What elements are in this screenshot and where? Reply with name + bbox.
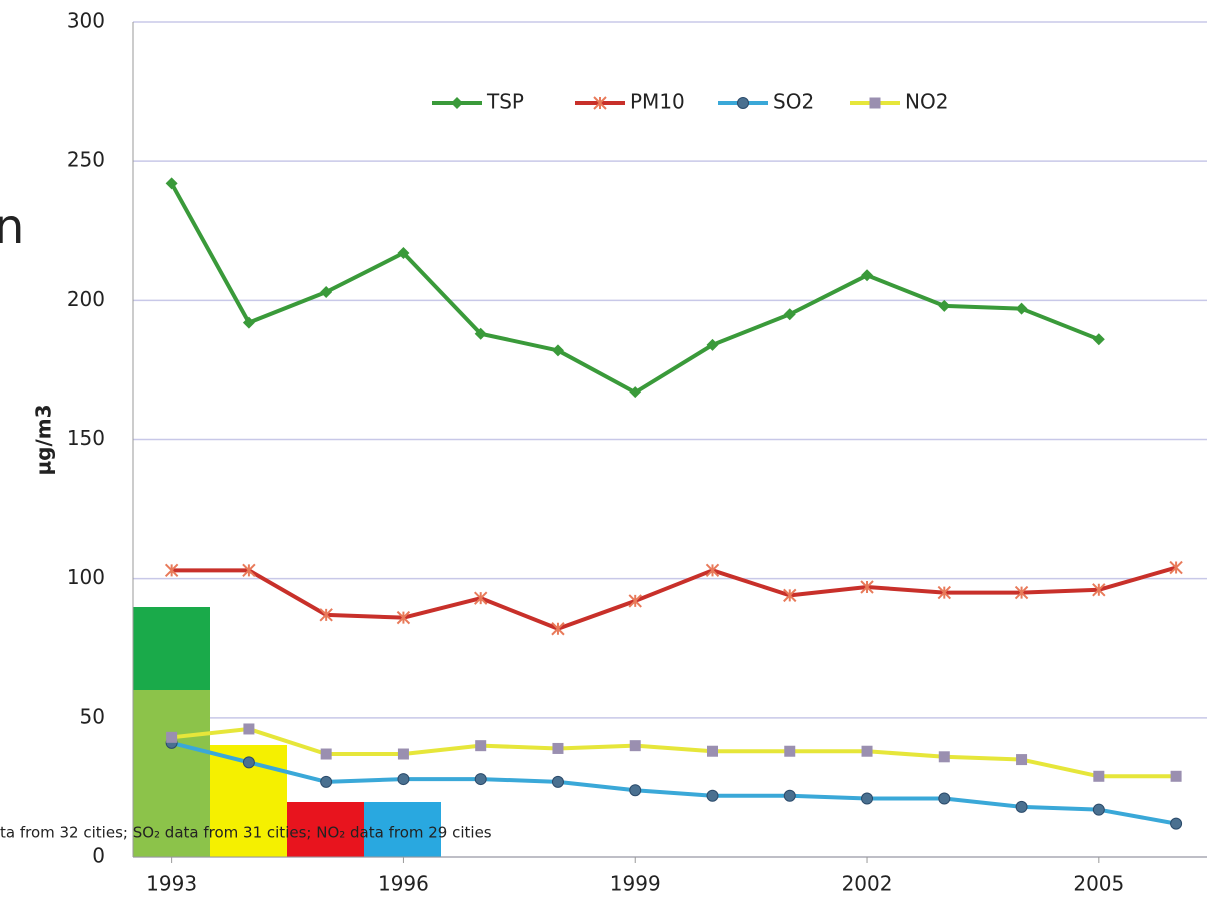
marker <box>473 591 488 605</box>
marker <box>629 740 641 752</box>
marker <box>783 588 797 603</box>
y-tick-label: 250 <box>67 148 105 172</box>
marker <box>474 327 487 340</box>
marker <box>551 344 564 357</box>
y-tick-label: 0 <box>92 844 105 868</box>
marker <box>861 745 873 757</box>
marker <box>593 96 607 110</box>
marker <box>320 285 333 298</box>
marker <box>243 723 255 735</box>
overlay-blocks <box>133 607 441 857</box>
marker <box>164 563 179 578</box>
marker <box>938 299 951 312</box>
marker <box>1014 585 1029 600</box>
series-line <box>169 182 1100 395</box>
marker <box>320 748 332 760</box>
marker <box>1169 560 1183 575</box>
marker <box>320 775 333 788</box>
y-tick-label: 150 <box>67 426 105 450</box>
marker <box>938 751 950 763</box>
marker <box>475 740 487 752</box>
y-tick-label: 100 <box>67 565 105 589</box>
marker <box>628 594 642 608</box>
series-line <box>171 726 1177 779</box>
marker <box>242 756 255 769</box>
x-tick-label: 1993 <box>146 872 197 896</box>
marker <box>705 563 720 578</box>
legend-label: TSP <box>486 90 524 114</box>
marker <box>1092 333 1105 346</box>
marker <box>242 316 255 329</box>
marker <box>397 247 410 260</box>
marker <box>451 97 463 109</box>
marker <box>869 97 881 109</box>
marker <box>166 731 178 743</box>
marker <box>737 97 749 109</box>
marker <box>860 580 874 594</box>
marker <box>552 742 564 754</box>
marker <box>551 622 565 636</box>
marker <box>706 338 719 351</box>
marker <box>783 308 796 321</box>
marker <box>861 269 874 282</box>
marker <box>861 792 874 805</box>
y-tick-label: 50 <box>80 704 105 728</box>
marker <box>1092 583 1106 597</box>
y-axis-label: µg/m3 <box>32 404 56 475</box>
block <box>133 607 210 690</box>
y-tick-label: 300 <box>67 9 105 33</box>
marker <box>397 748 409 760</box>
marker <box>1016 754 1028 766</box>
marker <box>165 177 178 190</box>
marker <box>629 386 642 399</box>
marker <box>1015 800 1028 813</box>
marker <box>1093 770 1105 782</box>
block <box>287 802 364 857</box>
x-tick-label: 2002 <box>842 872 893 896</box>
marker <box>1170 770 1182 782</box>
marker <box>1170 817 1183 830</box>
marker <box>1092 803 1105 816</box>
marker <box>938 792 951 805</box>
marker <box>706 789 719 802</box>
legend-label: SO2 <box>773 90 814 114</box>
marker <box>937 585 952 600</box>
legend-label: NO2 <box>905 90 948 114</box>
series-line <box>171 740 1177 826</box>
marker <box>474 773 487 786</box>
y-tick-label: 200 <box>67 287 105 311</box>
annotation: ta from 32 cities; SO₂ data from 31 citi… <box>0 824 492 842</box>
marker <box>784 745 796 757</box>
x-tick-label: 1999 <box>610 872 661 896</box>
block <box>133 690 210 857</box>
marker <box>551 775 564 788</box>
marker <box>629 784 642 797</box>
marker <box>1015 302 1028 315</box>
marker <box>242 563 256 578</box>
marker <box>396 610 411 625</box>
x-tick-label: 1996 <box>378 872 429 896</box>
annotation: n <box>0 199 24 255</box>
marker <box>706 745 718 757</box>
block <box>364 802 441 857</box>
legend-label: PM10 <box>630 90 685 114</box>
marker <box>783 789 796 802</box>
series-line <box>171 565 1177 631</box>
marker <box>319 608 333 622</box>
x-tick-label: 2005 <box>1073 872 1124 896</box>
marker <box>397 773 410 786</box>
